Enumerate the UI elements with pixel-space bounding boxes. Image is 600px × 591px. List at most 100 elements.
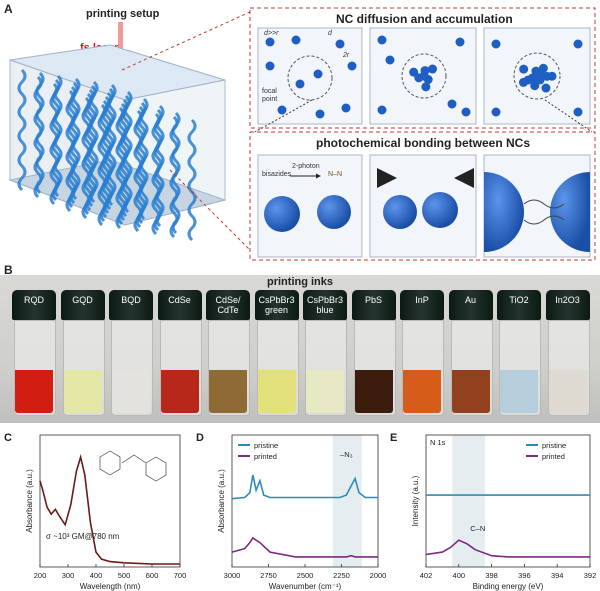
nc-sphere-large (484, 172, 524, 252)
plot-frame (425, 434, 591, 568)
nc-dot (542, 71, 552, 81)
vial-cap (12, 290, 56, 320)
nc-sphere (317, 195, 351, 229)
x-tick-label: 2750 (260, 571, 277, 580)
vial-label: CdSe/ CdTe (215, 295, 241, 315)
nc-dot (277, 105, 287, 115)
panel-a-letter: A (4, 2, 13, 16)
x-axis-label: Wavenumber (cm⁻¹) (269, 582, 342, 591)
nc-dot (447, 99, 457, 109)
x-tick-label: 500 (118, 571, 131, 580)
legend-label: printed (254, 452, 277, 461)
nc-dot (313, 69, 323, 79)
nc-dot (265, 37, 275, 47)
two-r-label: 2r (343, 52, 350, 59)
series-line (39, 453, 180, 565)
vial: BQD (109, 290, 153, 416)
peak-label: C–N (470, 524, 485, 533)
sigma-annotation: σ ~10³ GM@780 nm (46, 532, 120, 541)
vial-liquid (15, 370, 53, 413)
nc-sphere (422, 192, 458, 228)
vial: CdSe/ CdTe (206, 290, 250, 416)
focal-point-label: focal point (262, 88, 278, 103)
nc-dot (519, 64, 529, 74)
diffusion-box (249, 7, 596, 129)
vial-liquid (403, 370, 441, 413)
nc-dot (385, 55, 395, 65)
helix (169, 115, 179, 239)
vial: TiO2 (497, 290, 541, 416)
x-tick-label: 2000 (370, 571, 387, 580)
vial-cap (303, 290, 347, 320)
molecule-sketch (99, 450, 167, 482)
x-tick-label: 2250 (333, 571, 350, 580)
x-tick-label: 400 (90, 571, 103, 580)
helix (115, 106, 125, 230)
y-axis-label: Intensity (a.u.) (411, 475, 420, 526)
nc-sphere-large (550, 172, 590, 252)
panel-b-letter: B (4, 263, 13, 277)
vial-label: In2O3 (555, 295, 580, 305)
corner-label: N 1s (430, 438, 446, 447)
vial-cap (400, 290, 444, 320)
x-tick-label: 600 (146, 571, 159, 580)
x-tick-label: 300 (62, 571, 75, 580)
nc-dot (491, 39, 501, 49)
panel-letter: D (196, 432, 204, 444)
vial: Au (448, 290, 493, 416)
vial-label: Au (464, 295, 476, 305)
plot-frame (39, 434, 181, 568)
nc-dot (420, 66, 430, 76)
printing-setup-label: printing setup (86, 8, 160, 20)
vial-liquid (112, 370, 150, 413)
x-tick-label: 402 (420, 571, 433, 580)
nc-sphere (264, 196, 300, 232)
legend-label: printed (542, 452, 565, 461)
vial-liquid (209, 370, 247, 413)
vial: CsPbBr3 blue (303, 290, 347, 416)
helix (151, 112, 161, 236)
printing-inks-title: printing inks (267, 276, 333, 288)
bisazides-label: bisazides (262, 171, 292, 178)
vial-liquid (306, 370, 344, 413)
vial: InP (400, 290, 444, 416)
vial-cap (60, 290, 105, 320)
vial-liquid (63, 370, 102, 413)
x-tick-label: 2500 (297, 571, 314, 580)
helix (187, 118, 197, 242)
vial-liquid (451, 370, 490, 413)
vial: CdSe (157, 290, 202, 416)
vial-liquid (354, 370, 393, 413)
vial-label: PbS (364, 295, 382, 305)
vial-liquid (257, 370, 296, 413)
nc-dot (347, 61, 357, 71)
nc-dot (455, 37, 465, 47)
vial-cap (351, 290, 396, 320)
d-gg-r-label: d>>r (264, 30, 279, 37)
nc-dot (527, 73, 537, 83)
vial-cap (545, 290, 590, 320)
legend-label: pristine (542, 441, 566, 450)
vial-label: InP (415, 295, 429, 305)
nc-dot (295, 79, 305, 89)
series-line (425, 539, 590, 558)
panel-letter: C (4, 432, 12, 444)
spectra-charts: C Absorbance (a.u.) Wavelength (nm) 200 300 4… (4, 432, 596, 591)
x-tick-label: 400 (453, 571, 466, 580)
vial-cap (497, 290, 541, 320)
vial-label: BQD (121, 295, 141, 305)
box2-title: photochemical bonding between NCs (316, 136, 531, 150)
nc-dot (377, 105, 387, 115)
nc-sphere (383, 195, 417, 229)
vial-cap (448, 290, 493, 320)
nc-dot (573, 107, 583, 117)
vial: RQD (12, 290, 56, 416)
series-line (231, 474, 378, 500)
y-axis-label: Absorbance (a.u.) (25, 469, 34, 533)
x-tick-label: 200 (34, 571, 47, 580)
nn-label: N–N (328, 171, 343, 178)
box1-title: NC diffusion and accumulation (336, 12, 513, 26)
vial-liquid (500, 370, 538, 413)
helix (97, 103, 107, 227)
helix-array (17, 68, 197, 242)
